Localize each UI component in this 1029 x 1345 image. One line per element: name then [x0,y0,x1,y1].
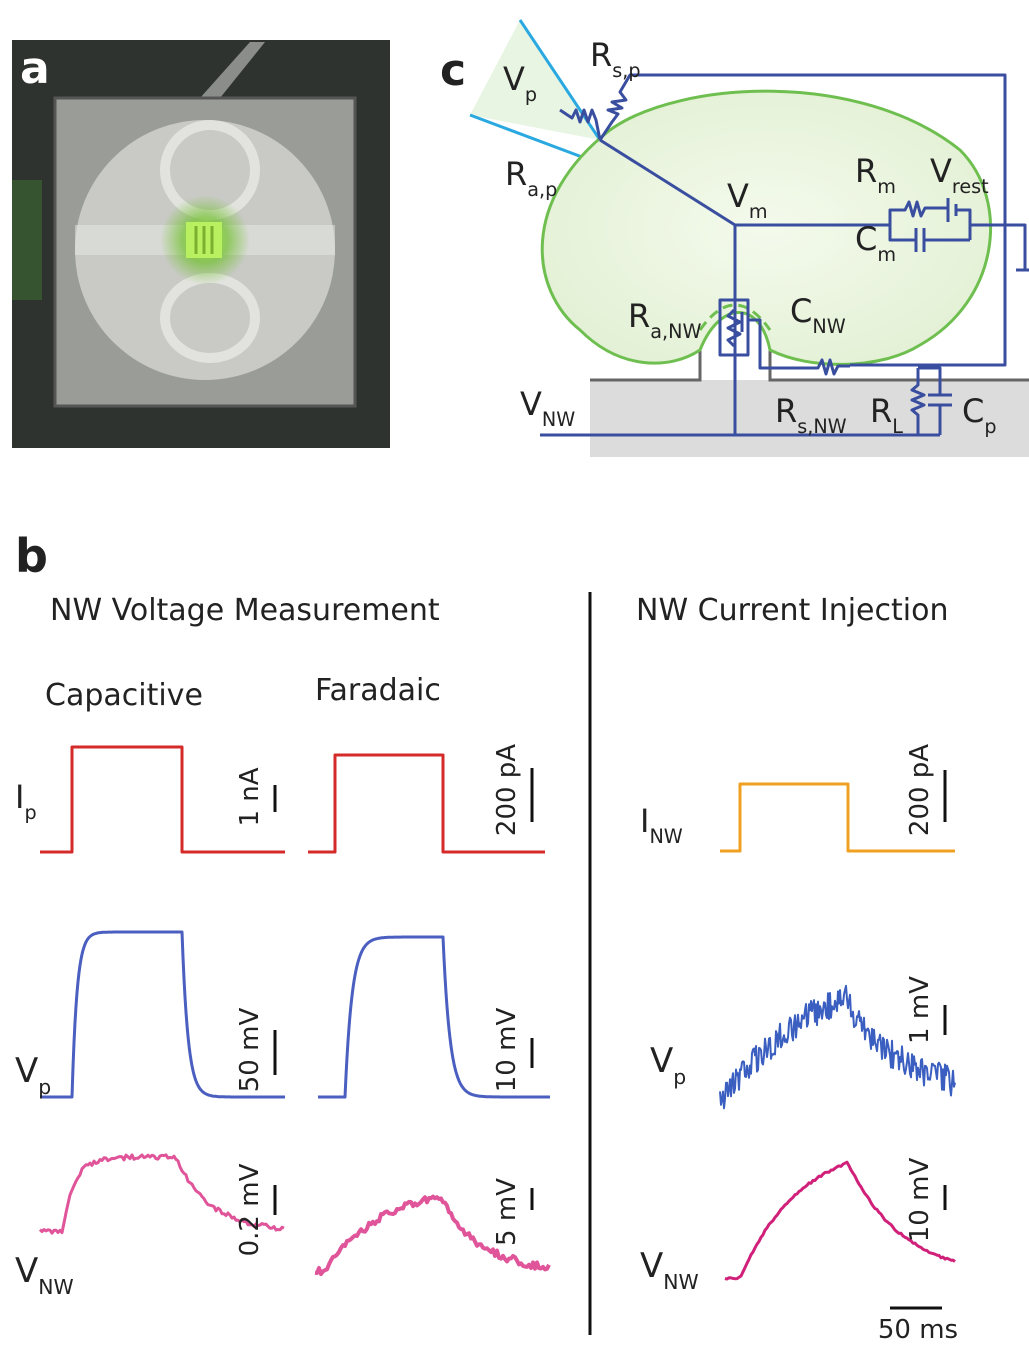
label: Cp [962,392,997,438]
column-title: Faradaic [315,673,441,708]
column-title: Capacitive [45,678,203,713]
scale-label: 0.2 mV [235,1163,265,1256]
label-main: R [505,155,527,193]
label-sub: NW [812,315,845,338]
label: VNW [15,1251,74,1299]
label-main: C [855,220,877,258]
label-main: V [727,177,749,215]
label-main: V [15,1051,38,1091]
label-sub: m [877,243,896,266]
label: Ra,p [505,155,557,201]
label-main: C [962,392,984,430]
label-sub: L [892,415,903,438]
trace [39,930,286,1099]
label-main: V [520,385,542,423]
label-main: V [930,152,952,190]
trace [40,745,285,854]
label-sub: s,NW [797,415,846,438]
label-main: R [590,36,612,74]
section-title: NW Current Injection [636,593,948,628]
label-sub: a,NW [650,320,701,343]
trace [317,935,551,1099]
panel-label: b [15,529,48,583]
label-main: I [15,778,24,816]
label-sub: a,p [527,178,557,201]
label-main: V [640,1246,663,1286]
circuit [469,19,1029,457]
scale-label: 50 ms [878,1315,958,1345]
scale-label: 10 mV [905,1158,935,1243]
label: Rm [855,152,896,198]
label-sub: m [749,200,768,223]
label: Vm [727,177,768,223]
label-sub: p [24,801,36,824]
scale-label: 10 mV [492,1008,522,1093]
label-main: R [775,392,797,430]
label-sub: p [38,1075,51,1099]
label-main: R [870,392,892,430]
trace [720,782,955,853]
label-main: C [790,292,812,330]
section-title: NW Voltage Measurement [50,593,440,628]
micrograph [12,40,390,448]
label-main: I [640,802,649,840]
label-main: R [628,297,650,335]
label: VNW [640,1246,699,1294]
scale-label: 1 nA [235,767,265,826]
label-main: R [855,152,877,190]
label-sub: p [525,83,537,106]
label-main: V [15,1251,38,1291]
label-sub: NW [38,1275,73,1299]
label: RL [870,392,903,438]
label-sub: NW [649,825,682,848]
label-sub: NW [542,408,575,431]
label-sub: s,p [612,59,640,82]
label: Rs,p [590,36,641,82]
scale-label: 200 pA [492,744,522,836]
label-sub: NW [663,1270,698,1294]
label-sub: p [673,1065,686,1089]
label-main: V [503,60,525,98]
scale-label: 50 mV [235,1008,265,1093]
scale-label: 1 mV [905,976,935,1044]
label: Vp [15,1051,51,1099]
label: Rs,NW [775,392,847,438]
label-sub: p [984,415,996,438]
trace [314,1194,551,1277]
label: Ip [15,778,37,824]
label: Ra,NW [628,297,701,343]
trace [719,984,956,1110]
label: Cm [855,220,896,266]
panel-label: c [440,45,466,96]
label: Vp [503,60,537,106]
label: INW [640,802,683,848]
label: VNW [520,385,575,431]
label-sub: rest [952,175,989,198]
trace [38,1153,285,1235]
label-sub: m [877,175,896,198]
label: CNW [790,292,846,338]
label: Vrest [930,152,989,198]
scale-label: 200 pA [905,744,935,836]
scale-label: 5 mV [492,1178,522,1246]
label: Vp [650,1041,686,1089]
trace [724,1160,956,1281]
trace [308,753,545,854]
label-main: V [650,1041,673,1081]
panel-label: a [20,43,50,94]
